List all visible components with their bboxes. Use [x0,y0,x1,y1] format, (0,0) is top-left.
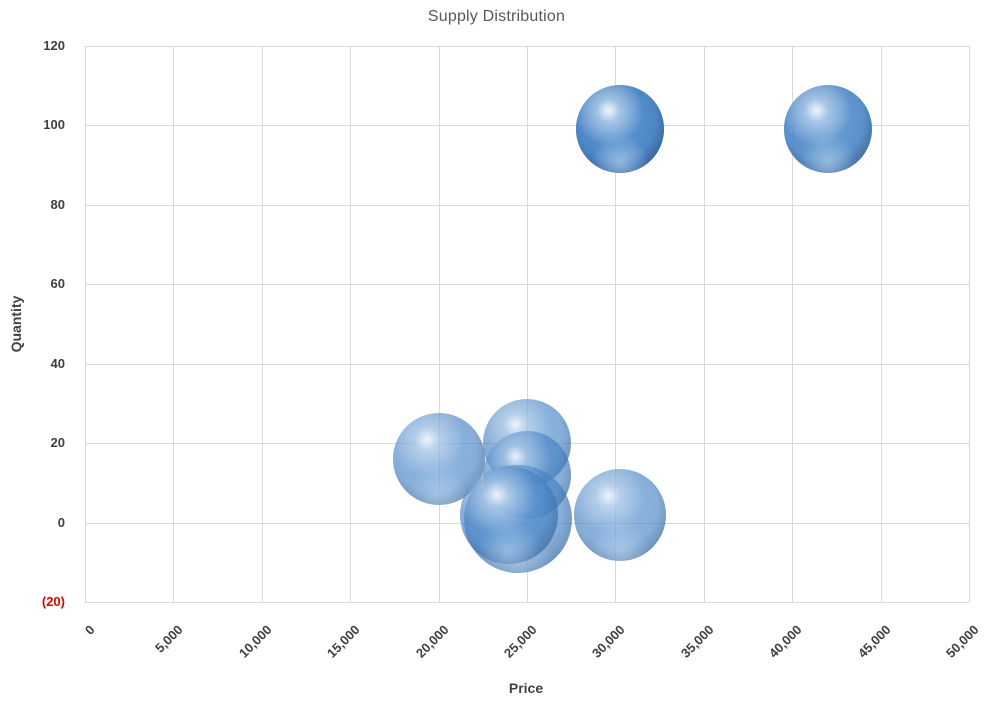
gridline-vertical [350,46,352,602]
gridline-vertical [880,46,882,602]
x-tick-label: 50,000 [942,622,982,661]
x-tick-label: 0 [81,622,98,638]
x-tick-label: 5,000 [152,622,186,656]
x-axis-title: Price [508,680,544,696]
x-tick-label: 35,000 [677,622,717,661]
x-tick-label: 40,000 [766,622,805,661]
bubble [460,465,559,564]
gridline-vertical [703,46,705,602]
y-tick-label: 120 [43,38,65,53]
y-tick-label: 40 [50,355,65,371]
gridline-vertical [792,46,794,602]
gridline-vertical [969,46,970,602]
y-tick-label: 100 [43,117,65,133]
y-tick-label: 0 [57,514,65,530]
y-tick-label: 80 [50,196,65,212]
gridline-vertical [261,46,263,602]
gridline-vertical [85,46,86,602]
bubble [575,85,664,174]
gridline-vertical [173,46,175,602]
y-tick-label: (20) [41,594,65,609]
gridline-vertical [615,46,617,602]
gridline-horizontal [85,46,969,47]
gridline-horizontal [85,204,969,206]
gridline-vertical [438,46,440,602]
x-tick-label: 45,000 [854,622,894,661]
chart-title: Supply Distribution [427,8,566,25]
bubble [573,468,666,561]
bubble [783,85,872,174]
x-tick-label: 15,000 [324,622,363,661]
x-tick-label: 30,000 [589,622,628,661]
gridline-horizontal [85,284,969,286]
y-tick-label: 20 [50,435,65,451]
y-tick-label: 60 [50,276,65,292]
y-axis-title: Quantity [8,295,24,353]
x-tick-label: 20,000 [412,622,452,661]
gridline-horizontal [85,125,969,127]
gridline-horizontal [85,363,969,365]
gridline-vertical [527,46,528,602]
x-tick-label: 10,000 [235,622,275,661]
gridline-horizontal [85,602,969,603]
